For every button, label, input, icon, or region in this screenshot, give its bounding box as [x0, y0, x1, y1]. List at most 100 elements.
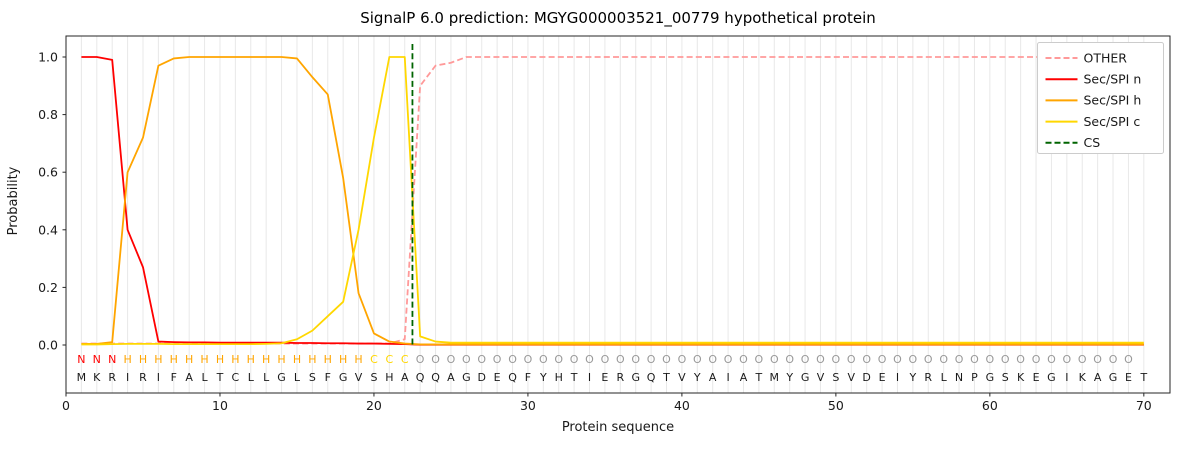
series-layer: [81, 44, 1144, 346]
region-label: O: [1078, 353, 1087, 366]
region-label: O: [755, 353, 764, 366]
sequence-letter: A: [401, 371, 409, 384]
region-label: O: [662, 353, 671, 366]
sequence-letter: G: [339, 371, 348, 384]
sequence-letter: I: [126, 371, 129, 384]
sequence-letter: T: [570, 371, 578, 384]
region-label: H: [123, 353, 131, 366]
region-label: O: [447, 353, 456, 366]
sequence-letter: G: [631, 371, 640, 384]
sequence-letter: Y: [785, 371, 793, 384]
sequence-letter: K: [1079, 371, 1087, 384]
sequence-letter: I: [726, 371, 729, 384]
sequence-letter: E: [494, 371, 501, 384]
sequence-letter: I: [1065, 371, 1068, 384]
region-label: O: [678, 353, 687, 366]
sequence-letter: G: [462, 371, 471, 384]
series-n-line: [81, 56, 1144, 346]
sequence-letter: S: [832, 371, 839, 384]
series-other-line: [81, 56, 1144, 345]
sequence-letter: E: [879, 371, 886, 384]
legend-item-label: OTHER: [1084, 50, 1128, 65]
region-label: H: [324, 353, 332, 366]
region-label: O: [939, 353, 948, 366]
region-label: H: [200, 353, 208, 366]
y-axis-label: Probability: [6, 166, 21, 235]
sequence-letter: Q: [647, 371, 656, 384]
region-label: O: [508, 353, 517, 366]
region-label: H: [154, 353, 162, 366]
region-label: O: [477, 353, 486, 366]
sequence-letter: A: [185, 371, 193, 384]
region-label: H: [339, 353, 347, 366]
region-label: O: [416, 353, 425, 366]
sequence-letter: G: [801, 371, 810, 384]
region-label: O: [955, 353, 964, 366]
legend: OTHER Sec/SPI n Sec/SPI h Sec/SPI c CS: [1037, 42, 1164, 154]
region-label: O: [878, 353, 887, 366]
x-tick-label: 10: [212, 398, 228, 413]
region-label: O: [570, 353, 579, 366]
region-label: O: [1093, 353, 1102, 366]
region-label: C: [370, 353, 378, 366]
y-tick-label: 0.6: [38, 165, 58, 180]
region-label: O: [539, 353, 548, 366]
sequence-letter: T: [755, 371, 763, 384]
x-tick-label: 50: [828, 398, 844, 413]
sequence-letter: T: [1139, 371, 1147, 384]
sequence-letter: T: [662, 371, 670, 384]
region-label: O: [1032, 353, 1041, 366]
y-tick-label: 1.0: [38, 50, 58, 65]
sequence-letter: V: [817, 371, 825, 384]
region-label: H: [308, 353, 316, 366]
y-tick-label: 0.8: [38, 107, 58, 122]
sequence-letter: L: [263, 371, 270, 384]
sequence-letter: V: [678, 371, 686, 384]
sequence-letter: A: [709, 371, 717, 384]
region-label: O: [431, 353, 440, 366]
sequence-letter: G: [1109, 371, 1118, 384]
sequence-letter: V: [848, 371, 856, 384]
sequence-letter: L: [941, 371, 948, 384]
sequence-letter: R: [616, 371, 624, 384]
sequence-letter: E: [601, 371, 608, 384]
region-label: N: [108, 353, 116, 366]
sequence-letter: H: [555, 371, 563, 384]
region-label: O: [1109, 353, 1118, 366]
sequence-letter: T: [216, 371, 224, 384]
sequence-letter: G: [986, 371, 995, 384]
x-tick-label: 30: [520, 398, 536, 413]
region-label: O: [493, 353, 502, 366]
series-h-line: [81, 56, 1144, 346]
sequence-letter: Y: [539, 371, 547, 384]
sequence-letter: R: [108, 371, 116, 384]
sequence-letter: E: [1033, 371, 1040, 384]
sequence-letter: K: [93, 371, 101, 384]
region-label: C: [401, 353, 409, 366]
region-label: O: [708, 353, 717, 366]
legend-item-label: CS: [1084, 135, 1101, 150]
grid-layer: [80, 36, 1145, 393]
region-label: O: [1124, 353, 1133, 366]
sequence-letter: S: [309, 371, 316, 384]
region-label: O: [801, 353, 810, 366]
x-tick-label: 40: [674, 398, 690, 413]
sequence-letter: G: [1047, 371, 1056, 384]
x-axis-label: Protein sequence: [562, 420, 674, 435]
region-label: O: [832, 353, 841, 366]
region-label: H: [170, 353, 178, 366]
region-label: O: [847, 353, 856, 366]
region-label: O: [785, 353, 794, 366]
sequence-letter: V: [355, 371, 363, 384]
sequence-letter: S: [370, 371, 377, 384]
region-label: O: [1016, 353, 1025, 366]
sequence-letter: G: [277, 371, 286, 384]
region-label: O: [724, 353, 733, 366]
region-label: O: [893, 353, 902, 366]
sequence-letter: E: [1125, 371, 1132, 384]
sequence-letter: D: [477, 371, 485, 384]
sequence-letter: Q: [508, 371, 517, 384]
x-tick-label: 0: [62, 398, 70, 413]
